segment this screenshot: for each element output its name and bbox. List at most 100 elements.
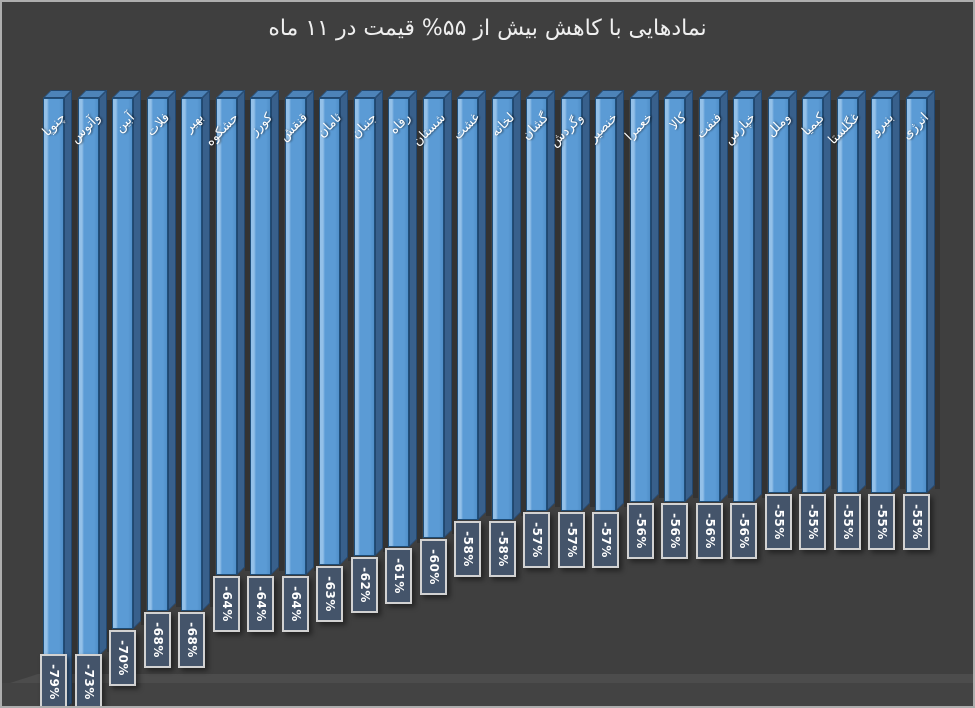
value-label-box: -64% xyxy=(213,576,240,632)
bar-side-face xyxy=(64,90,72,706)
value-label-box: -56% xyxy=(730,503,757,559)
value-label-box: -55% xyxy=(868,494,895,550)
bar-side-face xyxy=(237,90,245,575)
bar-front-face xyxy=(285,98,306,575)
value-label: -64% xyxy=(219,586,234,622)
value-label: -63% xyxy=(322,576,337,612)
value-label: -62% xyxy=(357,567,372,603)
bar-shadow xyxy=(107,100,112,652)
value-label: -64% xyxy=(253,586,268,622)
bar-front-face xyxy=(216,98,237,575)
value-label-box: -56% xyxy=(661,503,688,559)
value-label-box: -55% xyxy=(903,494,930,550)
bar-front-face xyxy=(561,98,582,511)
bar-shadow xyxy=(210,100,215,607)
bar-front-face xyxy=(526,98,547,511)
value-label: -55% xyxy=(909,504,924,540)
value-label: -55% xyxy=(874,504,889,540)
value-label: -61% xyxy=(391,558,406,594)
value-label: -70% xyxy=(115,640,130,676)
value-label: -68% xyxy=(184,622,199,658)
bar-front-face xyxy=(871,98,892,493)
bar-shadow xyxy=(866,100,871,489)
value-label-box: -55% xyxy=(765,494,792,550)
value-label: -57% xyxy=(529,522,544,558)
value-label-box: -70% xyxy=(109,630,136,686)
bar-shadow xyxy=(141,100,146,625)
chart-floor-lower-band xyxy=(2,683,973,706)
value-label-box: -68% xyxy=(178,612,205,668)
value-label-box: -64% xyxy=(282,576,309,632)
bar-shadow xyxy=(486,100,491,516)
bar-front-face xyxy=(43,98,64,706)
value-label-box: -56% xyxy=(696,503,723,559)
bar-front-face xyxy=(664,98,685,502)
bar-front-face xyxy=(802,98,823,493)
value-label-box: -58% xyxy=(489,521,516,577)
bar-front-face xyxy=(837,98,858,493)
value-label-box: -63% xyxy=(316,566,343,622)
value-label-box: -57% xyxy=(523,512,550,568)
value-label: -79% xyxy=(46,664,61,700)
value-label: -56% xyxy=(736,513,751,549)
value-label: -73% xyxy=(81,664,96,700)
bar-shadow xyxy=(762,100,767,498)
value-label-box: -64% xyxy=(247,576,274,632)
bar-front-face xyxy=(595,98,616,511)
bar-shadow xyxy=(176,100,181,607)
value-label-box: -55% xyxy=(834,494,861,550)
value-label: -58% xyxy=(460,531,475,567)
value-label-box: -61% xyxy=(385,548,412,604)
bar-front-face xyxy=(250,98,271,575)
value-label: -57% xyxy=(564,522,579,558)
bar-side-face xyxy=(271,90,279,575)
bar-shadow xyxy=(348,100,353,561)
bar-front-face xyxy=(181,98,202,611)
chart-title: نمادهایی با کاهش بیش از ۵۵% قیمت در ۱۱ م… xyxy=(268,16,707,41)
bar-front-face xyxy=(906,98,927,493)
bar-front-face xyxy=(354,98,375,556)
bar-front-face xyxy=(423,98,444,538)
bar-side-face xyxy=(340,90,348,565)
value-label-box: -62% xyxy=(351,557,378,613)
bar-shadow xyxy=(555,100,560,507)
value-label: -68% xyxy=(150,622,165,658)
bar-front-face xyxy=(78,98,99,656)
bar-shadow xyxy=(383,100,388,552)
bar-shadow xyxy=(590,100,595,507)
bar-front-face xyxy=(699,98,720,502)
value-label-box: -57% xyxy=(592,512,619,568)
bar-shadow xyxy=(72,100,77,706)
bar-front-face xyxy=(457,98,478,520)
value-label: -55% xyxy=(840,504,855,540)
bar-side-face xyxy=(927,90,935,493)
bar-shadow xyxy=(245,100,250,571)
value-label-box: -79% xyxy=(40,654,67,706)
bar-front-face xyxy=(388,98,409,547)
value-label: -57% xyxy=(598,522,613,558)
bar-side-face xyxy=(306,90,314,575)
value-label-box: -58% xyxy=(454,521,481,577)
bar-shadow xyxy=(935,100,940,489)
value-label-box: -73% xyxy=(75,654,102,706)
value-label: -60% xyxy=(426,549,441,585)
bar-shadow xyxy=(900,100,905,489)
bar-shadow xyxy=(417,100,422,543)
bar-shadow xyxy=(728,100,733,498)
bar-front-face xyxy=(768,98,789,493)
bar-shadow xyxy=(831,100,836,489)
bar-front-face xyxy=(630,98,651,502)
bar-side-face xyxy=(99,90,107,656)
value-label-box: -56% xyxy=(627,503,654,559)
bar-shadow xyxy=(797,100,802,489)
value-label: -55% xyxy=(771,504,786,540)
value-label: -58% xyxy=(495,531,510,567)
bar-shadow xyxy=(279,100,284,571)
bar-shadow xyxy=(659,100,664,498)
bar-shadow xyxy=(693,100,698,498)
bar-front-face xyxy=(492,98,513,520)
chart-floor-strip xyxy=(10,674,973,683)
bar-shadow xyxy=(314,100,319,571)
